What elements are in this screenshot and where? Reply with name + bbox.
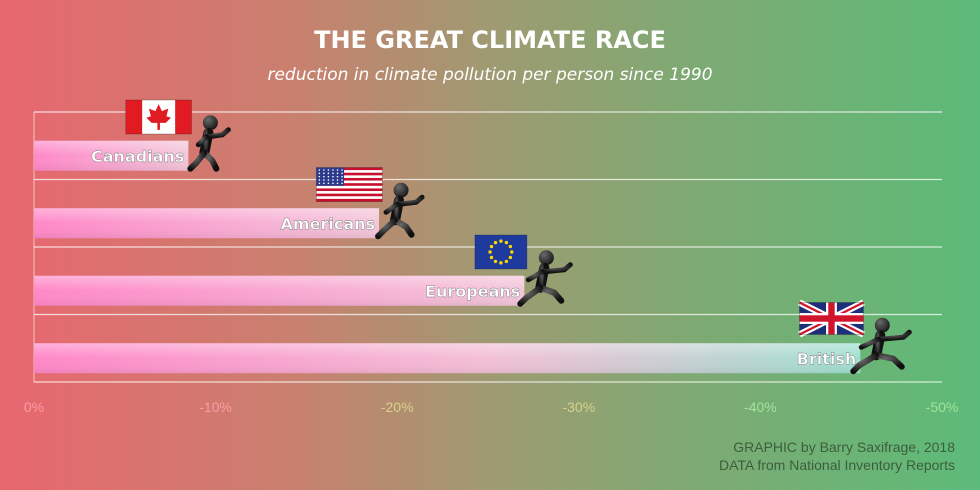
bar-row-europeans: Europeans (34, 234, 573, 307)
bars-group: Canadians Americans Europeans British (34, 99, 912, 375)
usa-flag-icon (315, 167, 383, 202)
x-tick-label: -40% (744, 399, 777, 415)
canada-flag-icon (125, 99, 193, 135)
chart-title: THE GREAT CLIMATE RACE (314, 26, 666, 54)
credit-data: DATA from National Inventory Reports (719, 457, 955, 473)
chart-subtitle: reduction in climate pollution per perso… (267, 65, 712, 85)
x-tick-label: -20% (381, 399, 414, 415)
bar-shade (34, 208, 380, 239)
x-axis-ticks: 0% -10% -20% -30% -40% -50% (24, 399, 958, 415)
runner-figure-icon (375, 182, 425, 240)
x-tick-label: -10% (199, 399, 232, 415)
uk-flag-icon (798, 299, 865, 338)
credit-graphic: GRAPHIC by Barry Saxifrage, 2018 (733, 439, 955, 455)
bar-label-americans: Americans (281, 214, 375, 233)
x-tick-label: 0% (24, 399, 44, 415)
bar-row-british: British (34, 299, 912, 375)
bar-label-canadians: Canadians (91, 147, 184, 166)
runner-figure-icon (187, 115, 231, 172)
eu-flag-icon (474, 234, 528, 270)
x-tick-label: -50% (926, 399, 959, 415)
bar-shade (34, 140, 189, 171)
runner-figure-icon (517, 250, 573, 307)
bar-shade (34, 275, 525, 306)
bar-shade (34, 343, 861, 374)
bar-row-americans: Americans (34, 167, 425, 240)
bar-row-canadians: Canadians (34, 99, 231, 172)
bar-label-europeans: Europeans (425, 282, 520, 301)
x-tick-label: -30% (562, 399, 595, 415)
bar-label-british: British (797, 349, 857, 368)
runner-figure-icon (850, 317, 912, 375)
